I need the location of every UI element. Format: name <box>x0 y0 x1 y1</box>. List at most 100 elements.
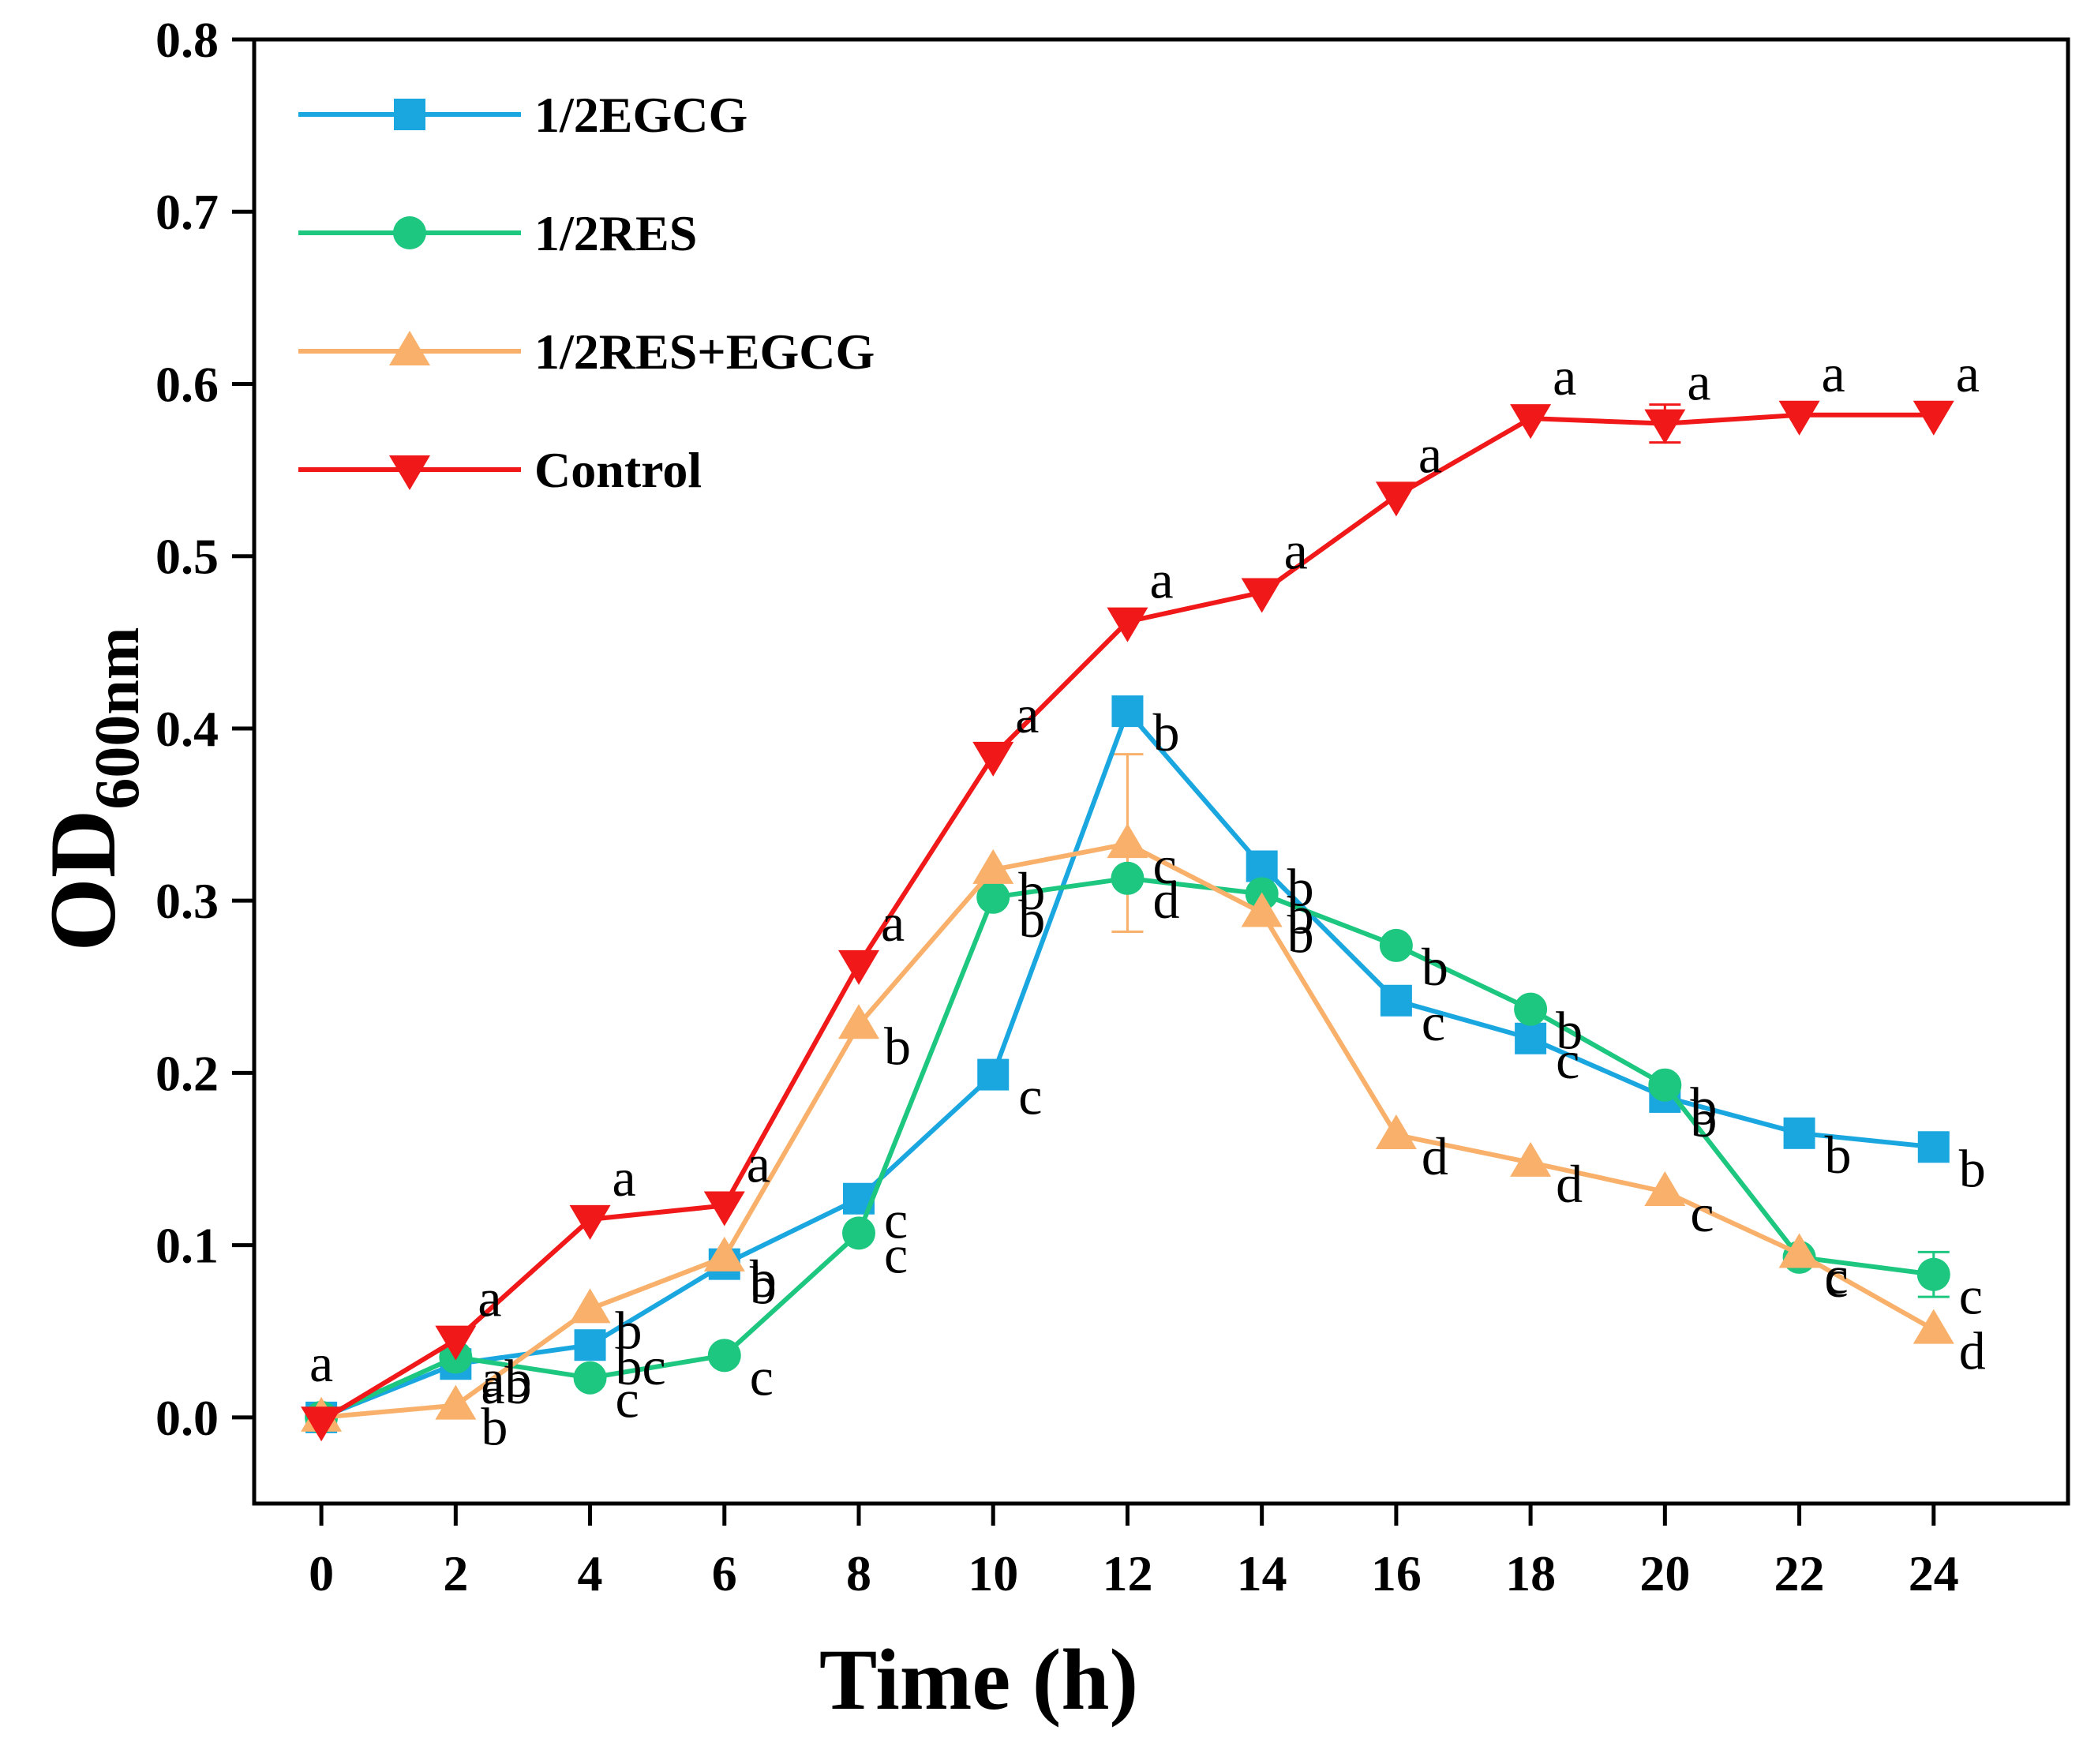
y-tick-label: 0.1 <box>155 1218 219 1274</box>
legend-marker <box>394 99 425 130</box>
data-point <box>1380 984 1412 1017</box>
significance-letter: c <box>1018 1066 1042 1126</box>
significance-letter: b <box>1018 861 1045 921</box>
data-point <box>1111 695 1144 728</box>
significance-letter: d <box>1152 870 1179 930</box>
data-point <box>573 1361 607 1395</box>
x-tick-label: 8 <box>846 1545 871 1601</box>
significance-letter: b <box>1018 889 1045 949</box>
y-axis-title-subscript: 600nm <box>83 627 152 809</box>
significance-letter: a <box>478 1268 501 1328</box>
significance-letter: b <box>1556 1001 1583 1061</box>
significance-letter: c <box>1825 1245 1849 1305</box>
data-point <box>1917 1131 1950 1163</box>
significance-letter: b <box>750 1249 777 1309</box>
significance-letter: d <box>1556 1154 1583 1214</box>
significance-letter: a <box>1956 343 1980 403</box>
data-point <box>1514 992 1548 1026</box>
plot-border <box>252 37 2070 1506</box>
significance-letter: b <box>884 1016 911 1076</box>
significance-letter: bc <box>616 1336 666 1396</box>
data-point <box>1375 1114 1417 1149</box>
data-point <box>703 1191 745 1227</box>
data-point <box>972 848 1014 884</box>
legend-marker <box>389 331 430 365</box>
y-tick-label: 0.6 <box>155 356 219 412</box>
legend: 1/2EGCG 1/2RES 1/2RES+EGCG Control <box>298 87 875 498</box>
significance-letter: a <box>1687 352 1710 412</box>
y-tick-label: 0.2 <box>155 1045 219 1101</box>
significance-letter: c <box>1959 1266 1983 1326</box>
data-point <box>1246 850 1278 882</box>
significance-letter: b <box>1287 858 1314 918</box>
y-tick-label: 0.8 <box>155 12 219 68</box>
data-point <box>435 1384 477 1420</box>
data-point <box>569 1204 611 1240</box>
y-tick-label: 0.3 <box>155 873 219 929</box>
significance-letter: c <box>616 1369 639 1429</box>
significance-letter: a <box>1149 550 1173 610</box>
data-point <box>1778 400 1820 436</box>
legend-item: 1/2RES <box>298 205 697 261</box>
data-point <box>1107 607 1148 642</box>
significance-letter: b <box>1825 1125 1852 1185</box>
significance-letter: c <box>1690 1183 1714 1243</box>
y-axis: 0.0 0.1 0.2 0.3 0.4 0.5 0.6 0.7 0.8 <box>155 12 254 1446</box>
data-point <box>1241 578 1283 613</box>
significance-letter: a <box>309 1333 333 1393</box>
data-point <box>1913 1309 1954 1344</box>
x-tick-label: 24 <box>1909 1545 1959 1601</box>
y-axis-title: OD600nm <box>30 627 152 951</box>
significance-letter: c <box>884 1224 908 1284</box>
data-point <box>838 1004 879 1039</box>
significance-letter: b <box>1287 885 1314 945</box>
significance-letter: b <box>1959 1138 1986 1198</box>
significance-letter: a <box>1822 343 1845 403</box>
data-point <box>707 1339 741 1373</box>
data-point <box>1510 404 1552 440</box>
x-tick-label: 10 <box>968 1545 1018 1601</box>
x-tick-label: 20 <box>1639 1545 1690 1601</box>
series-layer <box>301 400 1954 1442</box>
data-point <box>1379 928 1413 962</box>
data-point <box>435 1325 477 1361</box>
data-point <box>1241 892 1283 927</box>
significance-letter: b <box>616 1300 643 1360</box>
x-tick-label: 6 <box>712 1545 737 1601</box>
data-point <box>1913 400 1954 436</box>
x-tick-label: 12 <box>1102 1545 1152 1601</box>
data-point <box>1644 409 1686 444</box>
significance-letter: a <box>1418 424 1442 484</box>
data-point <box>569 1288 611 1324</box>
legend-item: 1/2EGCG <box>298 87 747 143</box>
significance-letter: b <box>1690 1088 1717 1148</box>
x-axis-title: Time (h) <box>819 1631 1138 1728</box>
data-point <box>301 1406 343 1442</box>
plot-frame <box>252 37 2070 1506</box>
data-point <box>1778 1233 1820 1268</box>
x-tick-label: 2 <box>443 1545 468 1601</box>
data-point <box>1107 823 1148 859</box>
x-tick-label: 14 <box>1237 1545 1287 1601</box>
data-point <box>574 1329 606 1361</box>
significance-letter: d <box>1422 1126 1448 1186</box>
data-point <box>1515 1022 1547 1054</box>
significance-letter: a <box>881 893 905 953</box>
y-tick-label: 0.0 <box>155 1390 219 1446</box>
significance-letter: a <box>613 1148 636 1208</box>
significance-letter: a <box>1553 346 1576 406</box>
significance-letter: d <box>1959 1321 1986 1381</box>
data-point <box>1111 861 1145 895</box>
significance-letter: a <box>1015 684 1039 744</box>
x-tick-label: 4 <box>578 1545 603 1601</box>
data-point <box>1916 1257 1950 1291</box>
y-tick-label: 0.7 <box>155 184 219 240</box>
data-point <box>842 1216 875 1250</box>
y-tick-label: 0.5 <box>155 529 219 585</box>
data-point <box>1783 1117 1815 1149</box>
legend-marker <box>389 455 430 490</box>
significance-letter: b <box>1690 1077 1717 1137</box>
significance-letter: b <box>481 1397 508 1457</box>
data-point <box>1510 1141 1552 1177</box>
